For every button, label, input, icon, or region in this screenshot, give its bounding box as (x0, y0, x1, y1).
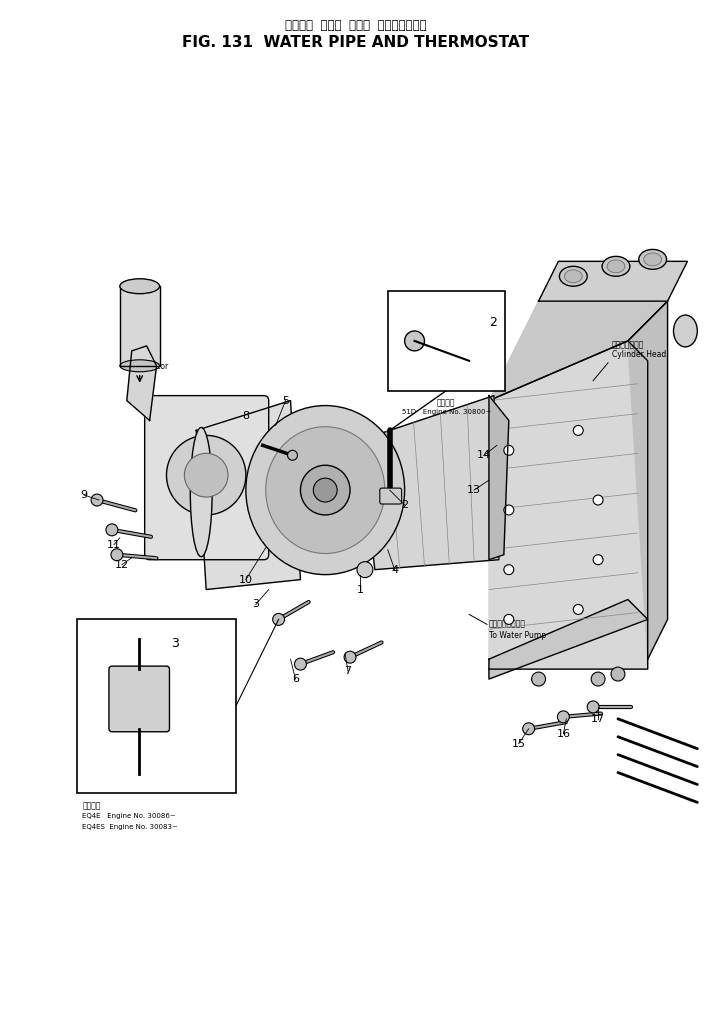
Polygon shape (489, 301, 667, 401)
Polygon shape (360, 395, 499, 570)
Text: 17: 17 (591, 714, 605, 724)
FancyBboxPatch shape (145, 395, 269, 560)
Ellipse shape (639, 249, 667, 270)
Text: 8: 8 (242, 411, 250, 421)
Circle shape (523, 723, 535, 735)
Bar (388, 291, 505, 390)
Text: シリンダヘッド: シリンダヘッド (612, 340, 645, 349)
Text: 1: 1 (356, 584, 364, 594)
Circle shape (91, 494, 103, 506)
Circle shape (593, 495, 603, 505)
Ellipse shape (560, 267, 588, 286)
Ellipse shape (607, 260, 625, 273)
Text: 13: 13 (467, 485, 481, 495)
Text: To Radiator: To Radiator (125, 362, 168, 371)
Ellipse shape (120, 360, 160, 372)
Circle shape (591, 672, 605, 686)
Circle shape (504, 445, 514, 455)
Text: 2: 2 (489, 316, 497, 330)
Text: 適用番号: 適用番号 (82, 801, 101, 810)
Polygon shape (489, 341, 647, 669)
Text: To Water Pump: To Water Pump (489, 632, 546, 640)
Text: ウォータ  パイプ  および  サーモスタット: ウォータ パイプ および サーモスタット (285, 18, 427, 31)
Ellipse shape (674, 315, 697, 347)
Polygon shape (628, 301, 667, 659)
Text: 9: 9 (81, 490, 88, 500)
Text: 3: 3 (252, 599, 260, 609)
Circle shape (313, 479, 337, 502)
Polygon shape (120, 286, 160, 366)
Circle shape (611, 667, 625, 681)
Bar (77, 620, 236, 793)
Circle shape (573, 426, 583, 435)
Text: EQ4ES  Engine No. 30083~: EQ4ES Engine No. 30083~ (82, 824, 178, 830)
Text: 2: 2 (401, 500, 408, 510)
Ellipse shape (120, 279, 160, 294)
Circle shape (167, 435, 246, 515)
Circle shape (588, 701, 599, 713)
Circle shape (404, 331, 424, 351)
Circle shape (185, 453, 228, 497)
Text: 12: 12 (115, 560, 129, 570)
Text: 14: 14 (477, 450, 491, 460)
Polygon shape (196, 401, 300, 589)
Text: 15: 15 (512, 738, 525, 748)
Ellipse shape (644, 252, 662, 266)
Circle shape (344, 651, 356, 663)
Circle shape (300, 465, 350, 515)
Text: Cylinder Head: Cylinder Head (612, 350, 666, 359)
Circle shape (504, 505, 514, 515)
Ellipse shape (190, 428, 212, 557)
Circle shape (532, 672, 545, 686)
Text: ラジエータへ: ラジエータへ (133, 352, 160, 361)
FancyBboxPatch shape (109, 666, 170, 732)
Circle shape (573, 604, 583, 614)
Circle shape (287, 450, 297, 460)
Text: EQ4E   Engine No. 30086~: EQ4E Engine No. 30086~ (82, 813, 176, 819)
Text: 適用番号: 適用番号 (437, 399, 456, 408)
Polygon shape (489, 599, 647, 679)
Text: 10: 10 (239, 575, 253, 585)
Ellipse shape (602, 257, 630, 276)
Circle shape (504, 565, 514, 575)
Circle shape (294, 658, 307, 670)
Text: ウォータポンプへ: ウォータポンプへ (489, 620, 526, 629)
Circle shape (558, 711, 569, 723)
Text: 5: 5 (282, 395, 289, 406)
Text: FIG. 131  WATER PIPE AND THERMOSTAT: FIG. 131 WATER PIPE AND THERMOSTAT (183, 34, 530, 50)
Circle shape (272, 613, 284, 626)
Text: 51D   Engine No. 30800~: 51D Engine No. 30800~ (401, 409, 491, 415)
Circle shape (504, 614, 514, 625)
Ellipse shape (246, 406, 404, 575)
Text: 11: 11 (107, 539, 121, 550)
Polygon shape (538, 262, 687, 301)
Text: 7: 7 (344, 666, 352, 676)
Text: 4: 4 (391, 565, 399, 575)
Polygon shape (127, 346, 157, 421)
Text: 6: 6 (292, 674, 299, 684)
Polygon shape (489, 395, 509, 560)
Circle shape (111, 549, 123, 561)
Text: 16: 16 (556, 729, 570, 739)
Circle shape (593, 555, 603, 565)
FancyBboxPatch shape (380, 488, 401, 504)
Ellipse shape (565, 270, 583, 283)
Ellipse shape (266, 427, 385, 554)
Circle shape (357, 562, 373, 578)
Circle shape (106, 524, 118, 535)
Text: 3: 3 (171, 637, 180, 650)
